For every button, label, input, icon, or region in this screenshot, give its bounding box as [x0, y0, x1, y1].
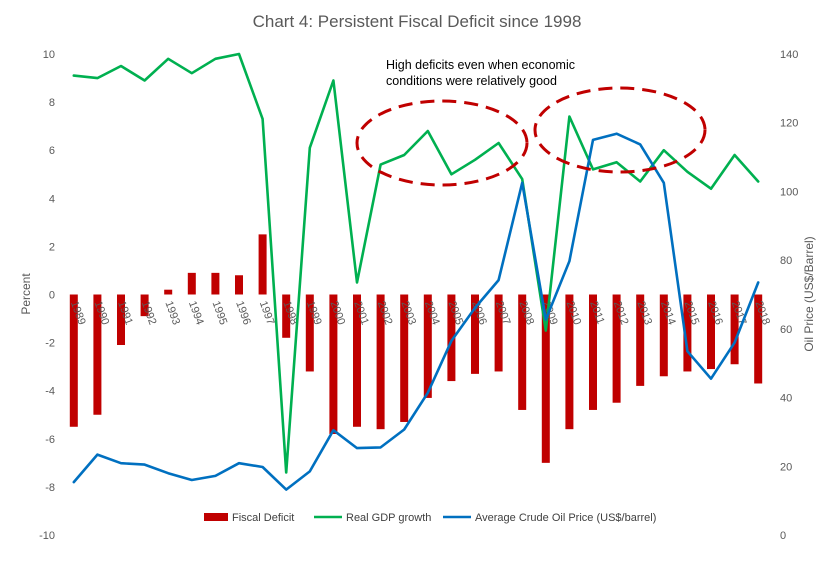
line-group [72, 52, 760, 491]
y-tick-label: 2 [49, 241, 55, 253]
y2-tick-label: 100 [780, 186, 798, 198]
fiscal-deficit-bar [329, 294, 338, 434]
annotation-ellipse-left [355, 99, 529, 187]
bar-group [69, 234, 763, 463]
fiscal-deficit-bar [636, 294, 645, 386]
fiscal-deficit-bar [447, 294, 456, 382]
fiscal-deficit-bar [140, 294, 149, 317]
oil-price-line [72, 132, 760, 491]
y2-tick-label: 40 [780, 393, 792, 405]
annotation-line-1: High deficits even when economic [386, 58, 575, 72]
fiscal-deficit-bar [612, 294, 621, 403]
legend: Fiscal Deficit Real GDP growth Average Cru… [204, 512, 656, 524]
chart-title: Chart 4: Persistent Fiscal Deficit since… [253, 12, 582, 31]
y-tick-label: -2 [45, 338, 55, 350]
x-tick-label: 1994 [186, 299, 206, 326]
fiscal-deficit-bar [211, 272, 220, 295]
x-tick-label: 1996 [233, 299, 253, 326]
y-tick-label: 4 [49, 193, 55, 205]
fiscal-deficit-bar [117, 294, 125, 346]
y-tick-label: -4 [45, 386, 55, 398]
x-tick-label: 1995 [210, 299, 230, 326]
x-tick-label: 1997 [257, 299, 277, 326]
y2-tick-label: 0 [780, 530, 786, 542]
y-tick-label: 8 [49, 97, 55, 109]
fiscal-deficit-bar [187, 272, 196, 295]
gdp-growth-line [72, 52, 760, 474]
fiscal-deficit-bar [754, 294, 763, 384]
fiscal-deficit-bar [353, 294, 361, 427]
fiscal-deficit-bar [400, 294, 409, 422]
y-tick-label: -10 [39, 530, 55, 542]
fiscal-deficit-bar [69, 294, 78, 427]
fiscal-deficit-bar [471, 294, 479, 374]
legend-oil-price-label: Average Crude Oil Price (US$/barrel) [475, 512, 656, 524]
fiscal-deficit-bar [258, 234, 267, 295]
y-tick-label: -8 [45, 482, 55, 494]
fiscal-deficit-bar [305, 294, 314, 372]
fiscal-deficit-bar [683, 294, 692, 372]
fiscal-deficit-bar [93, 294, 102, 415]
legend-fiscal-deficit-swatch [204, 513, 228, 521]
fiscal-deficit-bar [164, 289, 173, 295]
fiscal-deficit-bar [494, 294, 503, 372]
x-tick-labels: 1989 1990 1991 1992 1993 1994 1995 1996 1997 1998… [68, 299, 772, 326]
y-tick-label: 6 [49, 145, 55, 157]
legend-fiscal-deficit-label: Fiscal Deficit [232, 512, 294, 524]
left-axis-ticks: -10 -8 -6 -4 -2 0 2 4 6 8 10 [39, 49, 55, 542]
y-tick-label: -6 [45, 434, 55, 446]
fiscal-deficit-bar [518, 294, 527, 410]
fiscal-deficit-bar [730, 294, 739, 365]
fiscal-deficit-bar [541, 294, 550, 463]
y-tick-label: 10 [43, 49, 55, 61]
y-tick-label: 0 [49, 290, 55, 302]
y-axis-title: Percent [19, 273, 33, 315]
annotation-ellipse-right [533, 86, 707, 174]
annotation: High deficits even when economic conditi… [355, 58, 707, 187]
y2-tick-label: 60 [780, 324, 792, 336]
y2-axis-title: Oil Price (US$/Barrel) [802, 236, 816, 351]
fiscal-deficit-bar [376, 294, 385, 430]
y2-tick-label: 20 [780, 461, 792, 473]
x-tick-label: 1993 [162, 299, 182, 326]
right-axis-ticks: 0 20 40 60 80 100 120 140 [780, 49, 798, 542]
fiscal-deficit-bar [589, 294, 597, 410]
fiscal-deficit-bar [235, 275, 243, 295]
fiscal-deficit-bar [659, 294, 668, 377]
fiscal-deficit-bar [565, 294, 574, 430]
y2-tick-label: 120 [780, 118, 798, 130]
annotation-line-2: conditions were relatively good [386, 74, 557, 88]
y2-tick-label: 140 [780, 49, 798, 61]
y2-tick-label: 80 [780, 255, 792, 267]
fiscal-deficit-bar [282, 294, 291, 338]
fiscal-deficit-bar [707, 294, 715, 370]
fiscal-deficit-bar [423, 294, 432, 398]
legend-gdp-growth-label: Real GDP growth [346, 512, 431, 524]
